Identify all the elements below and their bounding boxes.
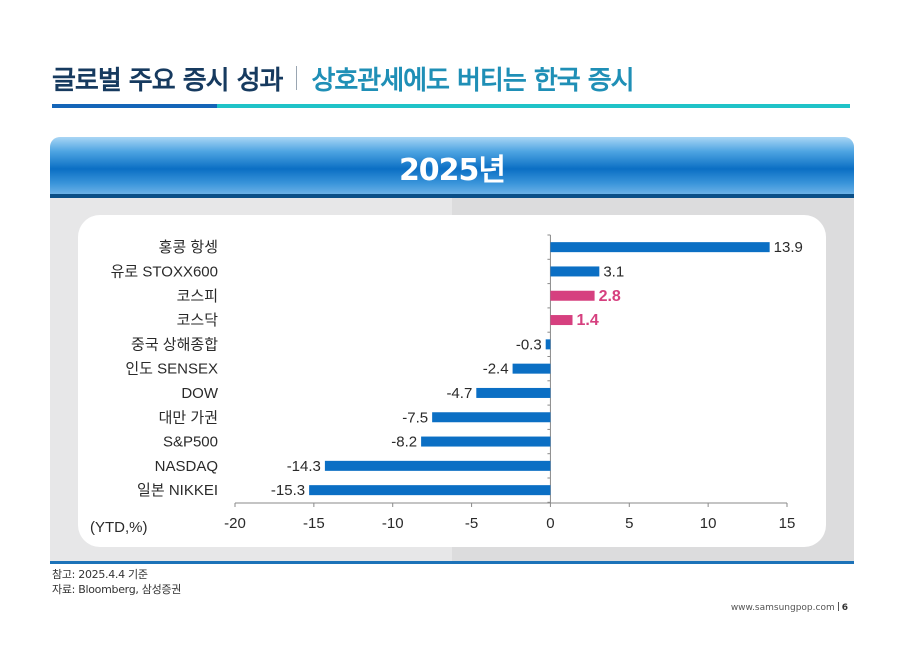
category-label: 대만 가권 [159, 409, 218, 426]
label-layer: 홍콩 항셍 13.9 유로 STOXX600 3.1 코스피 2.8 코스닥 1.4 중국 상해… [111, 238, 803, 499]
category-label: DOW [181, 385, 219, 402]
bar [309, 485, 551, 496]
x-tick-label: 5 [625, 515, 633, 532]
bar [512, 363, 551, 374]
note-source: 자료: Bloomberg, 삼성증권 [52, 583, 182, 596]
data-label: 3.1 [603, 263, 624, 280]
category-label: 중국 상해종합 [131, 336, 218, 353]
data-label: -4.7 [446, 385, 472, 402]
data-label: 1.4 [577, 312, 599, 329]
panel-title: 2025년 [398, 153, 506, 188]
x-tick-label: -5 [465, 515, 478, 532]
title-main: 글로벌 주요 증시 성과 [52, 65, 283, 96]
category-label: 일본 NIKKEI [137, 482, 218, 499]
panel-header-rule [50, 194, 854, 198]
x-tick-label: -10 [382, 515, 404, 532]
bar [550, 315, 573, 326]
data-label: 13.9 [774, 239, 803, 256]
category-label: NASDAQ [155, 458, 218, 475]
category-label: 코스피 [177, 288, 218, 305]
slide-title: 글로벌 주요 증시 성과 상호관세에도 버티는 한국 증시 [52, 58, 635, 98]
x-tick-label: -15 [303, 515, 325, 532]
x-tick-label: -20 [224, 515, 246, 532]
bar [324, 460, 551, 471]
footer-divider [837, 602, 839, 611]
x-axis-unit-label: (YTD,%) [90, 519, 148, 536]
data-label: -8.2 [391, 434, 417, 451]
title-underline-accent [52, 104, 217, 108]
data-label: -0.3 [516, 336, 542, 353]
bar [476, 387, 551, 398]
bar [545, 339, 551, 350]
data-label: -14.3 [287, 458, 321, 475]
footer: www.samsungpop.com 6 [731, 602, 848, 613]
x-tick-label: 15 [779, 515, 796, 532]
footer-url[interactable]: www.samsungpop.com [730, 603, 835, 613]
category-label: 코스닥 [177, 312, 219, 329]
data-label: 2.8 [599, 288, 621, 305]
category-label: 인도 SENSEX [125, 361, 218, 378]
category-label: S&P500 [163, 434, 218, 451]
category-label: 홍콩 항셍 [159, 238, 218, 256]
page-number: 6 [841, 603, 848, 613]
x-tick-label: 0 [546, 515, 554, 532]
bar [550, 266, 600, 277]
panel-header [50, 137, 854, 195]
title-subtitle: 상호관세에도 버티는 한국 증시 [311, 65, 634, 96]
data-label: -2.4 [483, 361, 509, 378]
bar [550, 290, 595, 301]
title-underline [52, 104, 850, 108]
x-tick-label: 10 [700, 515, 717, 532]
bar-layer [309, 242, 770, 496]
notes: 참고: 2025.4.4 기준 자료: Bloomberg, 삼성증권 [52, 567, 181, 597]
data-label: -15.3 [271, 482, 305, 499]
category-label: 유로 STOXX600 [111, 263, 218, 280]
bar [550, 242, 770, 253]
bar [421, 436, 551, 447]
title-divider [296, 66, 298, 90]
panel-bottom-rule [50, 561, 854, 564]
bar [432, 412, 551, 423]
data-label: -7.5 [402, 409, 428, 426]
axis-layer: -20 -15 -10 -5 0 5 10 15 [224, 234, 796, 532]
note-reference-date: 참고: 2025.4.4 기준 [52, 568, 148, 581]
